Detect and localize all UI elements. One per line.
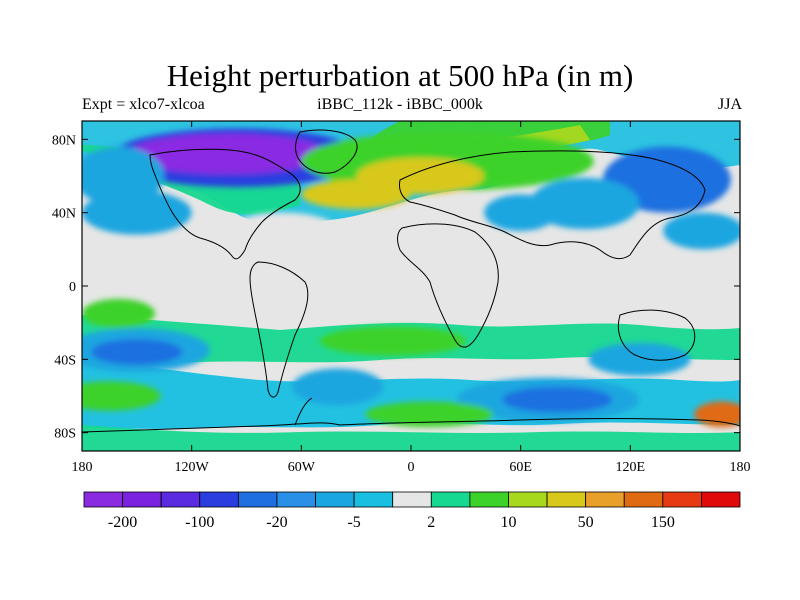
field-blob-9 — [529, 177, 640, 230]
colorbar-box-6 — [315, 491, 355, 508]
colorbar-box-5 — [276, 491, 316, 508]
lon-tick-label: 180 — [72, 460, 93, 475]
colorbar-label: -200 — [108, 514, 137, 531]
coastline-eurasia — [399, 150, 706, 260]
colorbar-box-10 — [469, 491, 509, 508]
lon-tick-label: 60W — [288, 460, 316, 475]
experiment-label: Expt = xlco7-xlcoa — [82, 96, 205, 113]
field-blob-1 — [127, 133, 329, 175]
colorbar-box-2 — [160, 491, 201, 508]
colorbar-label: 50 — [578, 514, 594, 531]
field-blob-7 — [82, 190, 192, 235]
field-blob-14 — [82, 381, 161, 411]
coastlines — [82, 129, 740, 433]
field-blob-11 — [228, 212, 338, 250]
colorbar-label: -20 — [266, 514, 287, 531]
coastline-antarctica — [82, 418, 740, 433]
field-blob-18 — [588, 342, 691, 376]
field-blob-15 — [292, 368, 384, 406]
lon-tick-label: 120E — [616, 460, 646, 475]
field-blob-20 — [365, 401, 494, 428]
lat-tick-label: 40N — [52, 207, 76, 222]
colorbar-box-11 — [508, 491, 548, 508]
lat-tick-label: 80S — [54, 427, 76, 442]
colorbar-box-0 — [83, 491, 123, 508]
colorbar-box-3 — [199, 491, 239, 508]
colorbar: -200 -100 -20 -5 2 10 50 150 — [83, 491, 741, 531]
colorbar-box-4 — [237, 491, 278, 508]
latitude-axis: 80N 40N 0 40S 80S — [52, 133, 740, 442]
lon-tick-label: 120W — [175, 460, 210, 475]
field-blob-21 — [694, 401, 740, 428]
field-blob-6 — [82, 146, 165, 206]
colorbar-box-13 — [585, 491, 625, 508]
colorbar-box-14 — [623, 491, 664, 508]
colorbar-label: 2 — [427, 514, 435, 531]
field-band-antarctic-green — [82, 425, 740, 451]
colorbar-box-15 — [662, 491, 702, 508]
lon-tick-label: 60E — [509, 460, 532, 475]
lon-tick-label: 180 — [730, 460, 751, 475]
colorbar-box-1 — [122, 491, 162, 508]
colorbar-box-12 — [546, 491, 587, 508]
coastline-south-america — [249, 261, 309, 398]
longitude-axis: 180 120W 60W 0 60E 120E 180 — [72, 121, 751, 475]
field-blob-4 — [301, 179, 411, 209]
colorbar-label: -5 — [347, 514, 360, 531]
colorbar-box-7 — [353, 491, 394, 508]
field-blob-10 — [663, 212, 740, 250]
field-blob-19 — [319, 326, 466, 356]
colorbar-box-16 — [701, 491, 741, 508]
colorbar-label: 10 — [500, 514, 516, 531]
field-blob-13 — [91, 339, 183, 365]
lat-tick-label: 0 — [69, 280, 76, 295]
lat-tick-label: 40S — [54, 353, 76, 368]
colorbar-label: 150 — [651, 514, 675, 531]
field-blob-22 — [82, 298, 156, 329]
colorbar-label: -100 — [185, 514, 214, 531]
coastline-north-america — [149, 148, 301, 260]
colorbar-box-9 — [430, 491, 471, 508]
coastline-antarctic-peninsula — [294, 397, 313, 426]
map-title: Height perturbation at 500 hPa (in m) — [166, 58, 634, 93]
lon-tick-label: 0 — [408, 460, 415, 475]
coastline-greenland — [295, 129, 358, 174]
season-label: JJA — [717, 96, 742, 113]
coastline-africa — [397, 223, 499, 348]
coastline-australia — [617, 309, 696, 361]
colorbar-box-8 — [392, 491, 432, 508]
field-blobs — [82, 128, 740, 428]
comparison-label: iBBC_112k - iBBC_000k — [317, 96, 483, 113]
field-layer — [82, 121, 740, 451]
field-blob-17 — [502, 386, 613, 413]
lat-tick-label: 80N — [52, 133, 76, 148]
